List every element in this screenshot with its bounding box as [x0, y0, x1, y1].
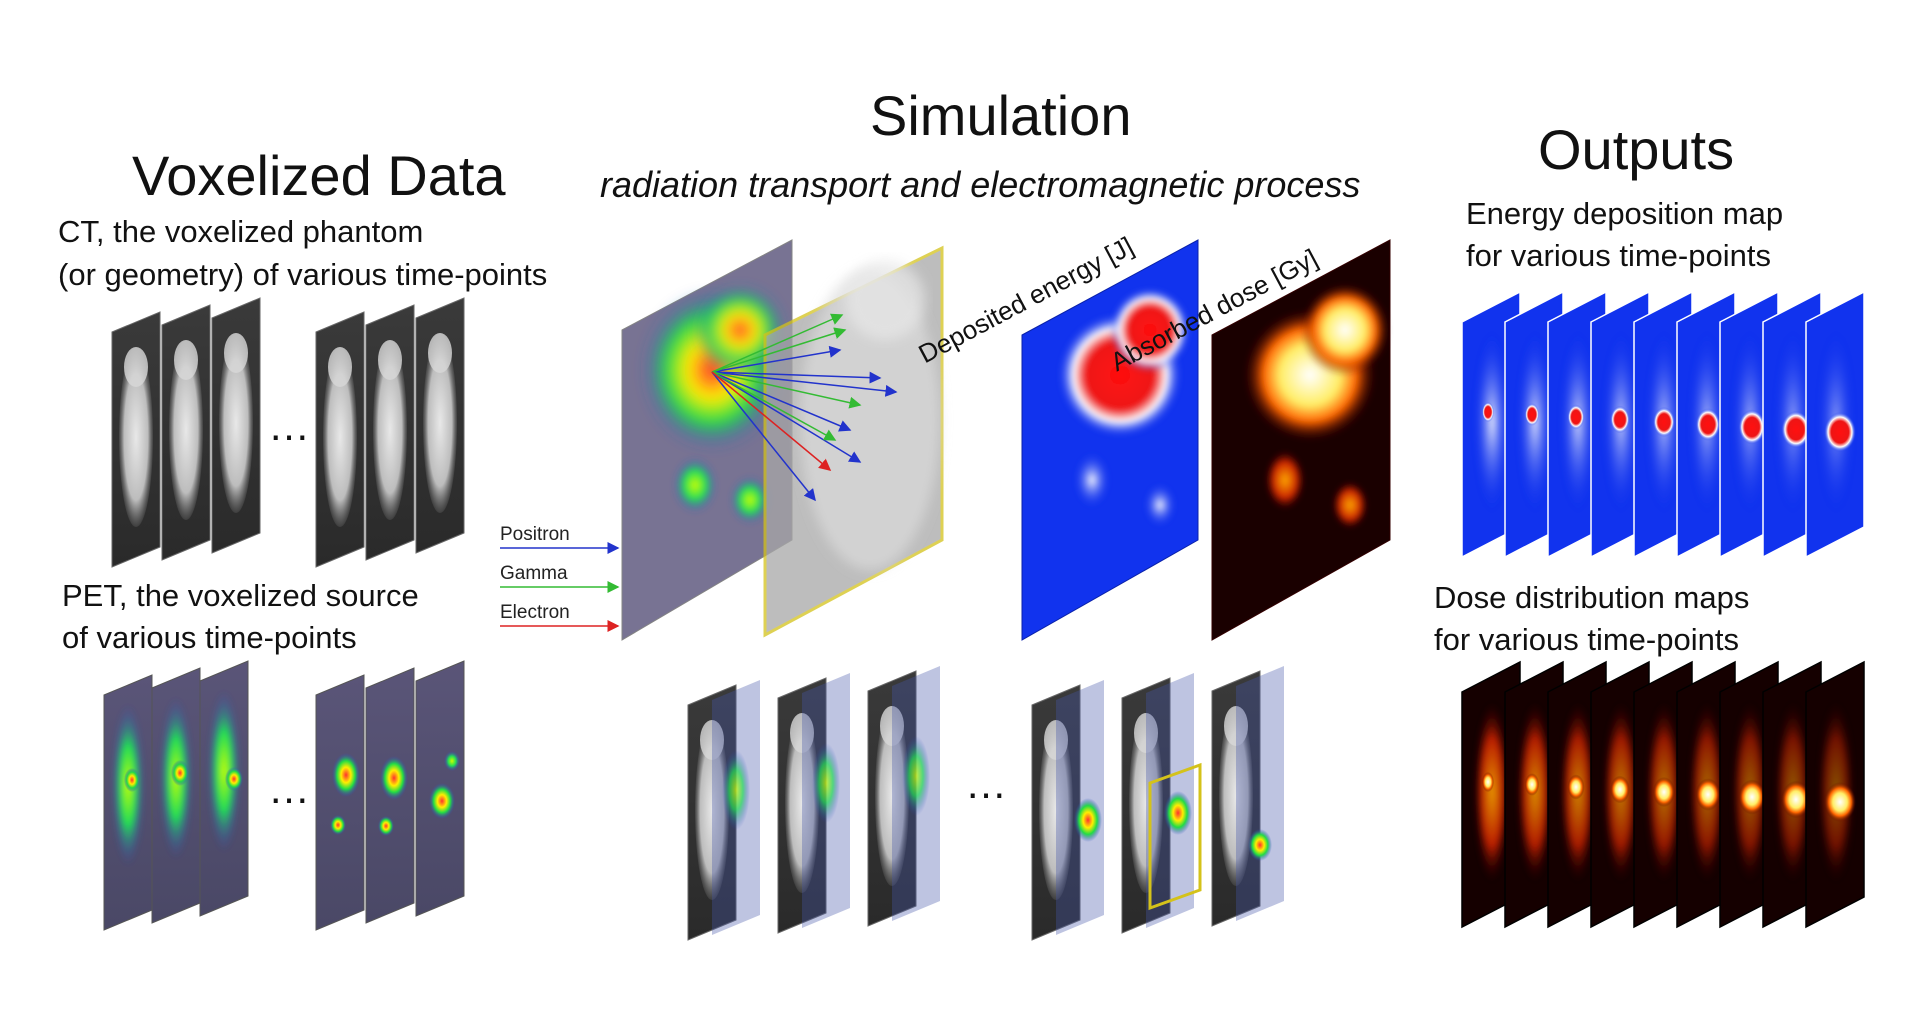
pet-stack-left	[103, 660, 249, 931]
pet-label-line-2: of various time-points	[62, 620, 357, 655]
dose-output-label-1: Dose distribution maps	[1434, 580, 1750, 615]
energy-output-label-1: Energy deposition map	[1466, 196, 1784, 231]
energy-map	[1021, 239, 1199, 641]
energy-slab-9	[1805, 290, 1865, 559]
legend-electron: Electron	[500, 602, 570, 623]
particle-tracks	[711, 313, 898, 502]
dose-map	[1211, 239, 1391, 641]
big-pet-plane	[621, 239, 793, 641]
fused-ellipsis: …	[965, 760, 1011, 807]
simulation-subtitle: radiation transport and electromagnetic …	[600, 164, 1361, 205]
energy-output-label-2: for various time-points	[1466, 238, 1771, 273]
fused-stack-left	[687, 666, 940, 941]
ct-stack-right	[315, 297, 465, 568]
ct-label-line-1: CT, the voxelized phantom	[58, 214, 424, 249]
outputs-title: Outputs	[1538, 118, 1735, 181]
particle-legend-arrows	[500, 542, 620, 632]
pet-ellipsis: …	[268, 765, 314, 812]
simulation-title: Simulation	[870, 84, 1132, 147]
legend-positron: Positron	[500, 524, 570, 545]
dose-map-series	[1461, 660, 1865, 929]
fused-stack-right	[1031, 666, 1284, 941]
pet-label-line-1: PET, the voxelized source	[62, 578, 419, 613]
ct-stack-left	[111, 297, 261, 568]
energy-map-series	[1461, 290, 1865, 559]
dose-slab-9	[1805, 660, 1865, 929]
ct-ellipsis: …	[268, 402, 314, 449]
legend-gamma: Gamma	[500, 563, 568, 584]
ct-label-line-2: (or geometry) of various time-points	[58, 257, 548, 292]
big-ct-plane	[763, 245, 944, 638]
pet-stack-right	[315, 660, 465, 931]
voxelized-data-title: Voxelized Data	[132, 144, 506, 207]
dose-output-label-2: for various time-points	[1434, 622, 1739, 657]
